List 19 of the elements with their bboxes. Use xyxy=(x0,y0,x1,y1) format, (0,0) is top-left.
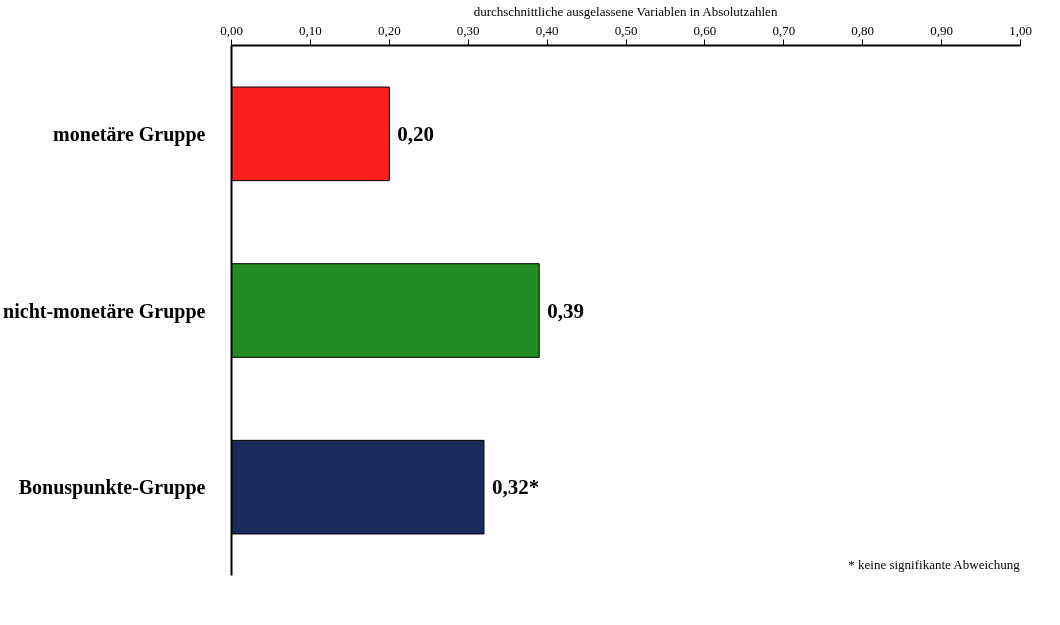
x-tick-label: 0,50 xyxy=(614,22,638,38)
data-label: 0,32* xyxy=(491,475,540,500)
x-tick-label: 0,90 xyxy=(930,22,953,38)
x-tick-label: 0,40 xyxy=(535,22,559,38)
y-tick-label: nicht-monetäre Gruppe xyxy=(3,299,206,323)
annotation: * keine signifikante Abweichung xyxy=(848,556,1021,572)
x-tick-label: 1,00 xyxy=(1009,22,1032,38)
x-tick-label: 0,10 xyxy=(299,22,322,38)
data-label: 0,20 xyxy=(397,121,435,146)
x-tick-label: 0,30 xyxy=(456,22,480,38)
x-tick-label: 0,60 xyxy=(693,22,717,38)
x-tick-label: 0,20 xyxy=(377,22,401,38)
x-tick-label: 0,00 xyxy=(220,22,243,38)
x-axis-title: durchschnittliche ausgelassene Variablen in Absolutzahlen xyxy=(473,3,778,19)
data-label: 0,39 xyxy=(547,298,584,323)
y-tick-label: monetäre Gruppe xyxy=(53,122,206,146)
x-tick-label: 0,70 xyxy=(772,22,796,38)
y-tick-label: Bonuspunkte-Gruppe xyxy=(18,476,206,500)
x-tick-label: 0,80 xyxy=(851,22,875,38)
